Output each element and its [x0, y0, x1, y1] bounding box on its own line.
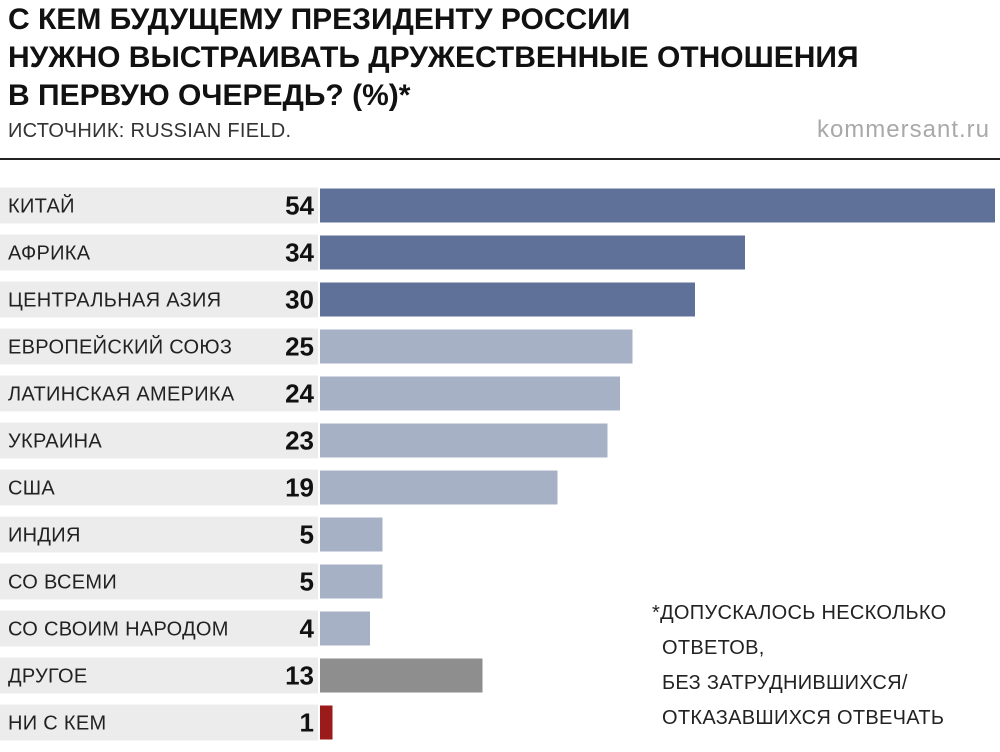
label-band: [0, 281, 318, 318]
bar: [320, 564, 383, 599]
category-label: ДРУГОЕ: [8, 666, 88, 688]
bar: [320, 470, 558, 505]
bar: [320, 329, 633, 364]
category-label: КИТАЙ: [8, 194, 75, 218]
bar-row: КИТАЙ 54: [0, 187, 995, 224]
chart-title-line-1: С КЕМ БУДУЩЕМУ ПРЕЗИДЕНТУ РОССИИ: [8, 3, 631, 36]
bar: [320, 611, 370, 646]
value-label: 25: [285, 332, 314, 362]
label-band: [0, 657, 318, 694]
bar-row: СО СВОИМ НАРОДОМ 4: [0, 610, 370, 647]
category-label: ЛАТИНСКАЯ АМЕРИКА: [8, 384, 235, 406]
chart-title-line-3: В ПЕРВУЮ ОЧЕРЕДЬ? (%)*: [8, 79, 411, 112]
bar-row: ЕВРОПЕЙСКИЙ СОЮЗ 25: [0, 328, 633, 365]
bar: [320, 705, 333, 740]
value-label: 5: [300, 520, 314, 550]
value-label: 54: [285, 191, 314, 221]
category-label: НИ С КЕМ: [8, 713, 106, 735]
value-label: 5: [300, 567, 314, 597]
value-label: 19: [285, 473, 314, 503]
bar: [320, 282, 695, 317]
label-band: [0, 563, 318, 600]
chart-title-line-2: НУЖНО ВЫСТРАИВАТЬ ДРУЖЕСТВЕННЫЕ ОТНОШЕНИ…: [8, 41, 859, 74]
label-band: [0, 375, 318, 412]
category-label: УКРАИНА: [8, 431, 102, 453]
bar-row: НИ С КЕМ 1: [0, 704, 333, 741]
bar: [320, 188, 995, 223]
label-band: [0, 422, 318, 459]
bar: [320, 235, 745, 270]
category-label: США: [8, 478, 55, 500]
bar: [320, 423, 608, 458]
divider: [0, 158, 1000, 160]
bar: [320, 376, 620, 411]
footnote-line-1: *ДОПУСКАЛОСЬ НЕСКОЛЬКО: [652, 602, 947, 624]
label-band: [0, 610, 318, 647]
bar-row: ЦЕНТРАЛЬНАЯ АЗИЯ 30: [0, 281, 695, 318]
bar: [320, 658, 483, 693]
bar-row: США 19: [0, 469, 558, 506]
bar-row: СО ВСЕМИ 5: [0, 563, 383, 600]
bar-row: УКРАИНА 23: [0, 422, 608, 459]
category-label: ЕВРОПЕЙСКИЙ СОЮЗ: [8, 335, 232, 359]
value-label: 34: [285, 238, 314, 268]
value-label: 13: [285, 661, 314, 691]
watermark: kommersant.ru: [816, 116, 990, 143]
category-label: СО СВОИМ НАРОДОМ: [8, 619, 229, 641]
footnote-line-3: БЕЗ ЗАТРУДНИВШИХСЯ/: [662, 672, 908, 694]
value-label: 30: [285, 285, 314, 315]
category-label: ЦЕНТРАЛЬНАЯ АЗИЯ: [8, 290, 221, 312]
label-band: [0, 234, 318, 271]
footnote: *ДОПУСКАЛОСЬ НЕСКОЛЬКО ОТВЕТОВ, БЕЗ ЗАТР…: [652, 596, 946, 736]
bar-row: ДРУГОЕ 13: [0, 657, 483, 694]
value-label: 23: [285, 426, 314, 456]
category-label: АФРИКА: [8, 243, 91, 265]
label-band: [0, 704, 318, 741]
bar-row: ЛАТИНСКАЯ АМЕРИКА 24: [0, 375, 620, 412]
bar-row: АФРИКА 34: [0, 234, 745, 271]
source-note: ИСТОЧНИК: RUSSIAN FIELD.: [8, 120, 292, 142]
category-label: СО ВСЕМИ: [8, 572, 117, 594]
value-label: 24: [285, 379, 314, 409]
bar: [320, 517, 383, 552]
label-band: [0, 328, 318, 365]
bar-row: ИНДИЯ 5: [0, 516, 383, 553]
footnote-line-2: ОТВЕТОВ,: [662, 637, 765, 659]
value-label: 4: [300, 614, 315, 644]
value-label: 1: [300, 708, 314, 738]
label-band: [0, 469, 318, 506]
footnote-line-4: ОТКАЗАВШИХСЯ ОТВЕЧАТЬ: [662, 707, 945, 729]
label-band: [0, 187, 318, 224]
label-band: [0, 516, 318, 553]
category-label: ИНДИЯ: [8, 525, 81, 547]
